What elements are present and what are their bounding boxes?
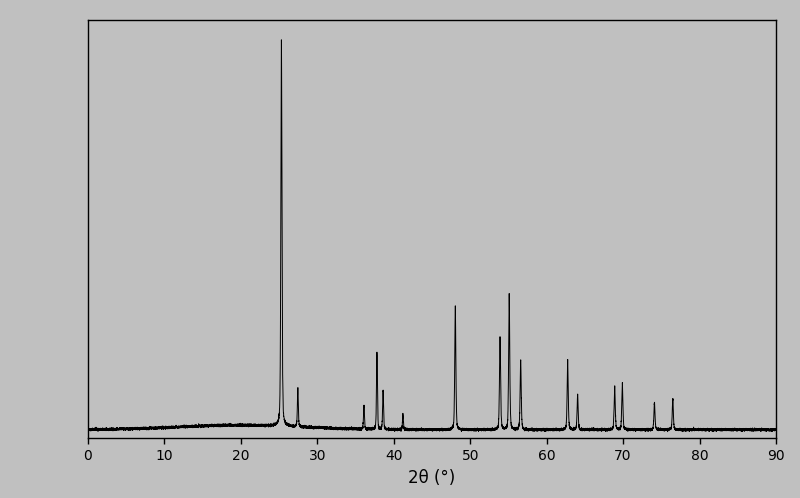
- X-axis label: 2θ (°): 2θ (°): [408, 469, 456, 487]
